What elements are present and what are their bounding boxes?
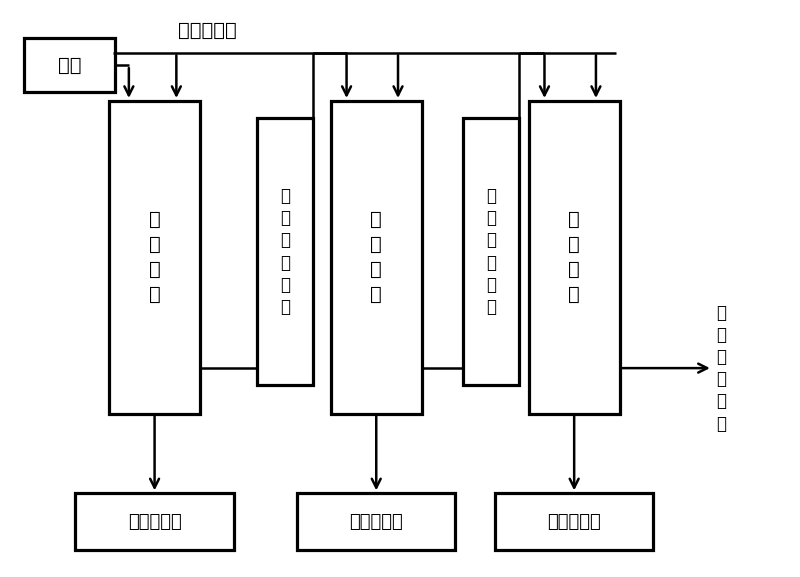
Text: 一
级
萃
取
甘
油: 一 级 萃 取 甘 油 — [280, 187, 290, 316]
Bar — [258, 118, 313, 385]
Text: 三
级
萃
取: 三 级 萃 取 — [568, 210, 580, 304]
Bar — [495, 493, 654, 550]
Text: 一
级
萃
取: 一 级 萃 取 — [149, 210, 161, 304]
Bar — [297, 493, 455, 550]
Bar — [75, 493, 234, 550]
Bar — [529, 101, 620, 414]
Text: 三
级
萃
取
甘
油: 三 级 萃 取 甘 油 — [717, 304, 726, 433]
Text: 一级萃取油: 一级萃取油 — [128, 512, 182, 531]
Text: 二
级
萃
取: 二 级 萃 取 — [370, 210, 382, 304]
Bar — [24, 38, 115, 92]
Text: 二级萃取油: 二级萃取油 — [350, 512, 403, 531]
Text: 甘油: 甘油 — [58, 56, 82, 75]
Text: 三级萃取油: 三级萃取油 — [547, 512, 601, 531]
Text: 二
级
萃
取
甘
油: 二 级 萃 取 甘 油 — [486, 187, 496, 316]
Text: 粗生物柴油: 粗生物柴油 — [178, 21, 237, 40]
Bar — [330, 101, 422, 414]
Bar — [463, 118, 518, 385]
Bar — [109, 101, 200, 414]
